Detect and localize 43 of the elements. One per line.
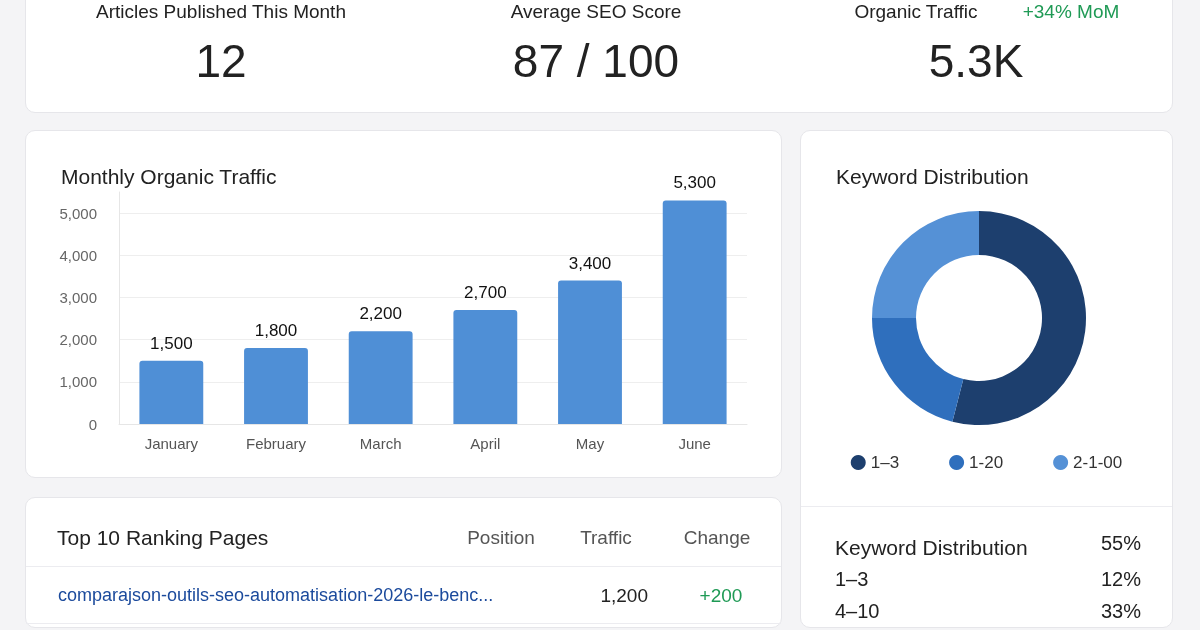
- data-label: 1,500: [150, 333, 193, 353]
- legend-label: 2-1-00: [1073, 453, 1123, 472]
- x-tick-label: June: [678, 435, 711, 452]
- legend-label: 1–3: [870, 453, 900, 472]
- text: +200: [699, 584, 743, 606]
- text: Top 10 Ranking Pages: [57, 525, 269, 549]
- y-tick-label: 1,000: [59, 373, 97, 391]
- text: 12%: [1100, 568, 1141, 590]
- text: +34% MoM: [1022, 0, 1120, 22]
- text: Traffic: [580, 526, 632, 548]
- y-tick-label: 4,000: [59, 246, 97, 264]
- text: 12: [195, 35, 247, 87]
- legend-label: 1-20: [969, 453, 1004, 472]
- x-tick-label: January: [144, 435, 199, 452]
- x-tick-label: February: [245, 435, 307, 452]
- text: comparajson-outils-seo-automatisation-2026-le-benc...: [58, 585, 494, 605]
- data-label: 5,300: [673, 173, 716, 193]
- text: 33%: [1100, 600, 1141, 622]
- text: Position: [467, 526, 535, 548]
- text: Organic Traffic: [854, 0, 978, 22]
- text: 1–3: [835, 568, 869, 590]
- x-tick-label: March: [359, 435, 402, 452]
- y-tick-label: 0: [88, 415, 97, 433]
- text: Keyword Distribution: [835, 535, 1028, 559]
- text: 1,200: [600, 584, 648, 606]
- text: Articles Published This Month: [96, 0, 346, 22]
- x-tick-label: April: [470, 435, 501, 452]
- data-label: 2,700: [464, 283, 507, 303]
- y-tick-label: 5,000: [59, 204, 97, 222]
- data-label: 3,400: [568, 253, 612, 273]
- text: 87 / 100: [512, 35, 680, 87]
- data-label: 2,200: [359, 304, 402, 324]
- text: 55%: [1100, 532, 1141, 554]
- x-tick-label: May: [575, 435, 605, 452]
- text: 4–10: [835, 600, 880, 622]
- chart-title: Monthly Organic Traffic: [61, 165, 277, 188]
- data-label: 1,800: [254, 321, 298, 341]
- y-tick-label: 3,000: [59, 288, 97, 306]
- text: Average SEO Score: [510, 0, 682, 22]
- chart-title: Keyword Distribution: [836, 165, 1029, 188]
- text: Change: [683, 526, 751, 548]
- y-tick-label: 2,000: [59, 331, 97, 349]
- text: 5.3K: [928, 35, 1024, 87]
